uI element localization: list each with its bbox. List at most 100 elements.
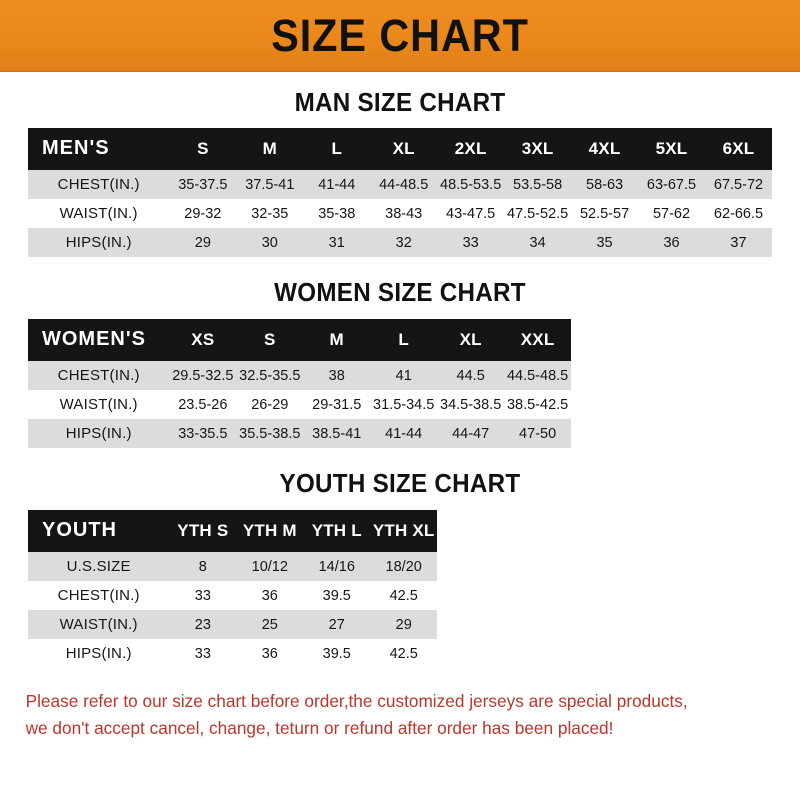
women-column-header-xxl: XXL bbox=[504, 319, 572, 361]
section-heading-women: WOMEN SIZE CHART bbox=[274, 277, 526, 307]
youth-column-header-yth-m: YTH M bbox=[236, 510, 304, 552]
table-cell: 36 bbox=[236, 581, 304, 610]
table-cell-spacer bbox=[437, 639, 772, 668]
table-cell-spacer bbox=[571, 361, 772, 390]
table-cell: 34 bbox=[504, 228, 572, 257]
table-cell: 37.5-41 bbox=[236, 170, 304, 199]
table-cell: 31 bbox=[303, 228, 371, 257]
table-cell: 41-44 bbox=[303, 170, 371, 199]
table-row: CHEST(IN.) 33 36 39.5 42.5 bbox=[28, 581, 772, 610]
women-column-header-xl: XL bbox=[437, 319, 505, 361]
table-cell: 67.5-72 bbox=[704, 170, 772, 199]
men-row-label-header: MEN'S bbox=[28, 128, 170, 170]
youth-row-label: CHEST(IN.) bbox=[28, 581, 170, 610]
table-cell: 38.5-42.5 bbox=[504, 390, 572, 419]
table-cell: 44-48.5 bbox=[370, 170, 438, 199]
men-row-label: WAIST(IN.) bbox=[28, 199, 170, 228]
table-header-row: MEN'S S M L XL 2XL 3XL 4XL 5XL 6XL bbox=[28, 128, 772, 170]
men-column-header-s: S bbox=[169, 128, 237, 170]
table-wrap-men: MEN'S S M L XL 2XL 3XL 4XL 5XL 6XL CHEST(IN.) 35-3… bbox=[0, 128, 800, 257]
table-cell: 47-50 bbox=[504, 419, 572, 448]
men-column-header-2xl: 2XL bbox=[437, 128, 505, 170]
youth-row-label: WAIST(IN.) bbox=[28, 610, 170, 639]
youth-row-label: U.S.SIZE bbox=[28, 552, 170, 581]
men-column-header-4xl: 4XL bbox=[571, 128, 639, 170]
table-cell: 29-31.5 bbox=[303, 390, 371, 419]
table-cell: 39.5 bbox=[303, 639, 371, 668]
table-cell: 42.5 bbox=[370, 639, 438, 668]
men-table-body: CHEST(IN.) 35-37.5 37.5-41 41-44 44-48.5 48.5… bbox=[28, 170, 772, 257]
men-column-header-m: M bbox=[236, 128, 304, 170]
table-cell-spacer bbox=[437, 552, 772, 581]
men-column-header-3xl: 3XL bbox=[504, 128, 572, 170]
table-cell: 29 bbox=[370, 610, 438, 639]
table-cell: 32-35 bbox=[236, 199, 304, 228]
table-wrap-women: WOMEN'S XS S M L XL XXL CHEST(IN.) 29.5-32.5 32.… bbox=[0, 319, 800, 448]
table-wrap-youth: YOUTH YTH S YTH M YTH L YTH XL U.S.SIZE 8 10/1… bbox=[0, 510, 800, 668]
men-row-label: HIPS(IN.) bbox=[28, 228, 170, 257]
table-cell: 34.5-38.5 bbox=[437, 390, 505, 419]
table-cell: 29-32 bbox=[169, 199, 237, 228]
table-cell: 23 bbox=[169, 610, 237, 639]
table-cell: 38-43 bbox=[370, 199, 438, 228]
women-table-body: CHEST(IN.) 29.5-32.5 32.5-35.5 38 41 44.5 44.5… bbox=[28, 361, 772, 448]
table-cell: 36 bbox=[638, 228, 705, 257]
table-cell: 57-62 bbox=[638, 199, 705, 228]
table-cell: 35-38 bbox=[303, 199, 371, 228]
disclaimer-line-1: Please refer to our size chart before or… bbox=[25, 691, 688, 711]
women-row-label-header: WOMEN'S bbox=[28, 319, 170, 361]
men-column-header-l: L bbox=[303, 128, 371, 170]
section-heading-youth: YOUTH SIZE CHART bbox=[279, 468, 521, 498]
table-cell: 33 bbox=[437, 228, 505, 257]
women-row-label: CHEST(IN.) bbox=[28, 361, 170, 390]
table-cell: 48.5-53.5 bbox=[437, 170, 505, 199]
table-cell: 42.5 bbox=[370, 581, 438, 610]
table-cell: 44-47 bbox=[437, 419, 505, 448]
table-cell: 14/16 bbox=[303, 552, 371, 581]
youth-table-head: YOUTH YTH S YTH M YTH L YTH XL bbox=[28, 510, 772, 552]
table-cell: 38.5-41 bbox=[303, 419, 371, 448]
table-cell: 37 bbox=[704, 228, 772, 257]
table-cell-spacer bbox=[571, 419, 772, 448]
table-cell: 41 bbox=[370, 361, 438, 390]
men-row-label: CHEST(IN.) bbox=[28, 170, 170, 199]
table-row: CHEST(IN.) 35-37.5 37.5-41 41-44 44-48.5 48.5… bbox=[28, 170, 772, 199]
women-header-spacer bbox=[571, 319, 772, 361]
table-row: WAIST(IN.) 29-32 32-35 35-38 38-43 43-47.5 47.… bbox=[28, 199, 772, 228]
table-cell: 47.5-52.5 bbox=[504, 199, 572, 228]
table-row: HIPS(IN.) 29 30 31 32 33 34 35 36 37 bbox=[28, 228, 772, 257]
table-cell: 31.5-34.5 bbox=[370, 390, 438, 419]
table-cell: 18/20 bbox=[370, 552, 438, 581]
table-cell: 38 bbox=[303, 361, 371, 390]
table-cell: 29.5-32.5 bbox=[169, 361, 237, 390]
table-cell: 35 bbox=[571, 228, 639, 257]
table-row: HIPS(IN.) 33 36 39.5 42.5 bbox=[28, 639, 772, 668]
table-cell: 39.5 bbox=[303, 581, 371, 610]
table-cell: 8 bbox=[169, 552, 237, 581]
youth-header-spacer bbox=[437, 510, 772, 552]
disclaimer: Please refer to our size chart before or… bbox=[0, 688, 788, 742]
table-cell: 32 bbox=[370, 228, 438, 257]
table-cell: 10/12 bbox=[236, 552, 304, 581]
table-row: WAIST(IN.) 23 25 27 29 bbox=[28, 610, 772, 639]
banner-title: SIZE CHART bbox=[271, 10, 529, 61]
table-cell: 53.5-58 bbox=[504, 170, 572, 199]
youth-size-table: YOUTH YTH S YTH M YTH L YTH XL U.S.SIZE 8 10/1… bbox=[28, 510, 772, 668]
table-cell: 35.5-38.5 bbox=[236, 419, 304, 448]
table-cell: 35-37.5 bbox=[169, 170, 237, 199]
table-cell: 26-29 bbox=[236, 390, 304, 419]
table-cell: 33 bbox=[169, 581, 237, 610]
table-cell: 58-63 bbox=[571, 170, 639, 199]
youth-row-label: HIPS(IN.) bbox=[28, 639, 170, 668]
table-cell-spacer bbox=[571, 390, 772, 419]
youth-table-body: U.S.SIZE 8 10/12 14/16 18/20 CHEST(IN.) 33 36 39… bbox=[28, 552, 772, 668]
women-column-header-l: L bbox=[370, 319, 438, 361]
men-column-header-5xl: 5XL bbox=[638, 128, 705, 170]
table-cell: 36 bbox=[236, 639, 304, 668]
table-cell: 25 bbox=[236, 610, 304, 639]
table-header-row: WOMEN'S XS S M L XL XXL bbox=[28, 319, 772, 361]
women-column-header-xs: XS bbox=[169, 319, 237, 361]
table-cell: 43-47.5 bbox=[437, 199, 505, 228]
table-cell: 27 bbox=[303, 610, 371, 639]
